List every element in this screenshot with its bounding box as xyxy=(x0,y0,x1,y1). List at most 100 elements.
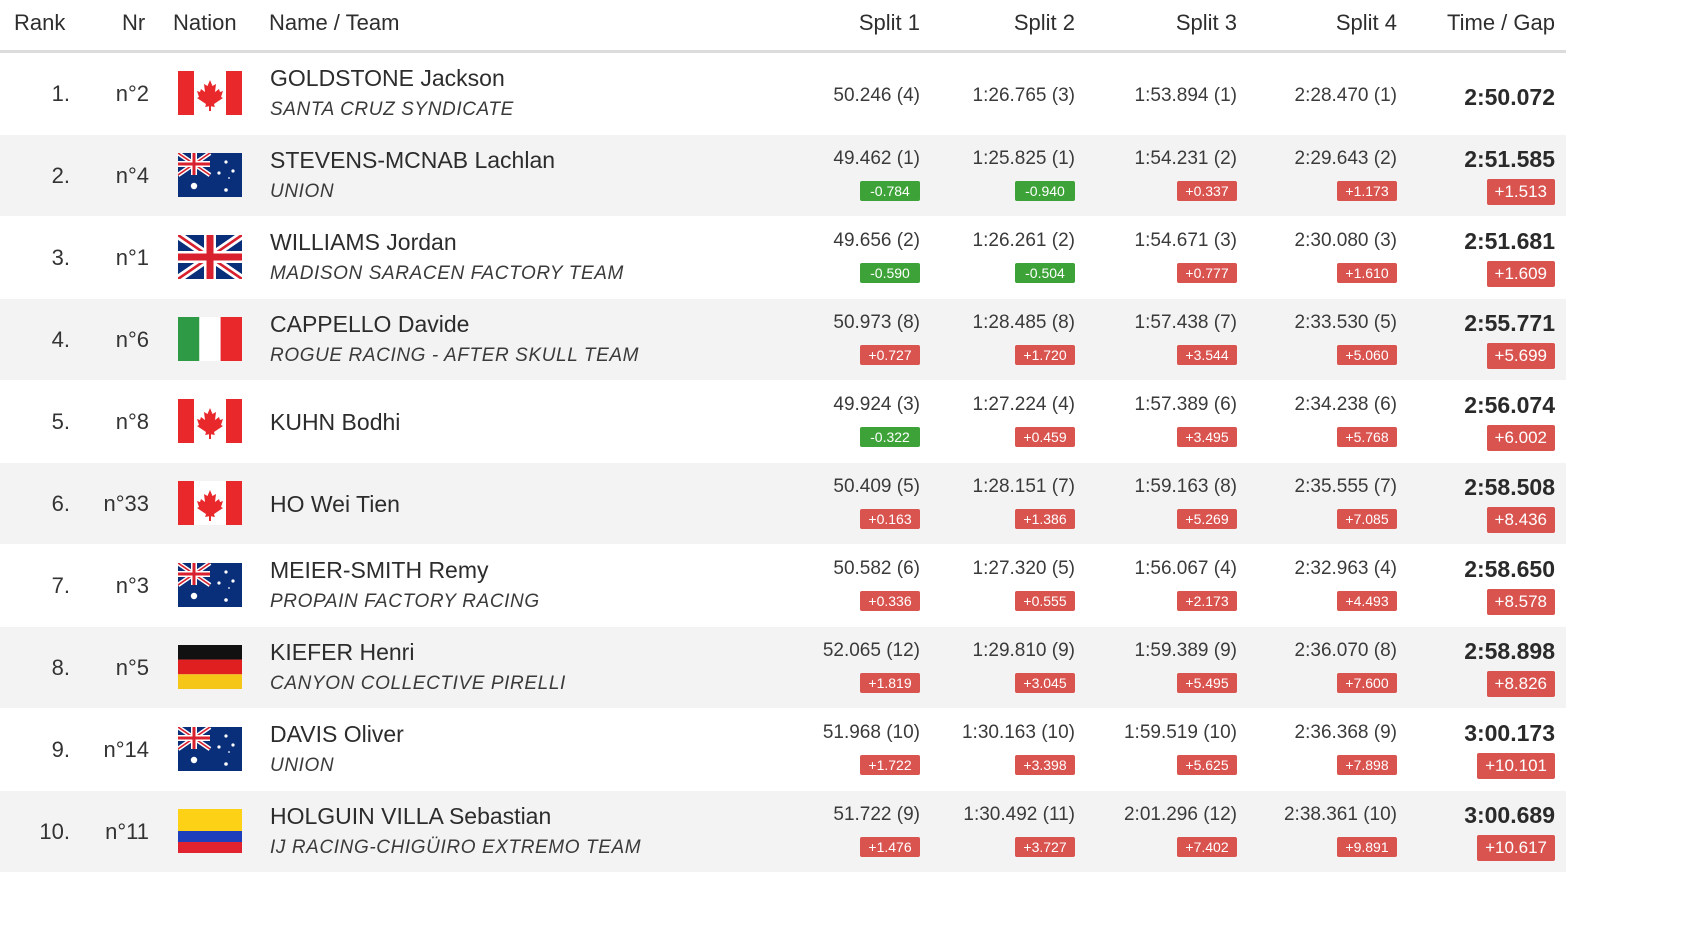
split-4-time: 2:34.238 (6) xyxy=(1294,394,1397,415)
rider-name[interactable]: GOLDSTONE Jackson xyxy=(270,65,505,91)
total-time: 2:55.771 xyxy=(1464,310,1555,336)
team-name: PROPAIN FACTORY RACING xyxy=(270,591,540,612)
header-time-gap[interactable]: Time / Gap xyxy=(1447,10,1555,35)
australia-flag-icon xyxy=(178,563,242,607)
australia-flag-icon xyxy=(178,153,242,197)
rider-name[interactable]: HOLGUIN VILLA Sebastian xyxy=(270,803,552,829)
rider-name[interactable]: KUHN Bodhi xyxy=(270,409,401,435)
split-2-time: 1:28.151 (7) xyxy=(972,476,1075,497)
team-name: UNION xyxy=(270,181,335,202)
header-split-4[interactable]: Split 4 xyxy=(1335,10,1397,35)
total-gap-badge: +1.609 xyxy=(1486,261,1555,287)
table-row[interactable]: 2. n°4 STEVENS-MCNAB Lachlan UNION 49.462 (1… xyxy=(0,135,1566,217)
split-3-time: 1:57.438 (7) xyxy=(1134,312,1237,333)
table-row[interactable]: 8. n°5 KIEFER Henri CANYON COLLECTIVE PIREL… xyxy=(0,627,1566,709)
header-name-team[interactable]: Name / Team xyxy=(269,10,400,35)
split-3: 1:54.671 (3) +0.777 xyxy=(1037,230,1237,283)
split-4-gap-badge: +5.768 xyxy=(1337,427,1397,447)
rider-name[interactable]: HO Wei Tien xyxy=(270,491,400,517)
total-time: 2:56.074 xyxy=(1464,392,1555,418)
split-1-time: 49.924 (3) xyxy=(833,394,920,415)
split-4-time: 2:38.361 (10) xyxy=(1283,804,1397,825)
split-4-time: 2:32.963 (4) xyxy=(1294,558,1397,579)
rank: 5. xyxy=(51,409,70,434)
split-2: 1:26.765 (3) xyxy=(875,66,1075,107)
bib-number: n°14 xyxy=(103,737,149,762)
split-3: 1:54.231 (2) +0.337 xyxy=(1037,148,1237,201)
final-time: 2:56.074 +6.002 xyxy=(1355,392,1555,451)
split-2-gap-badge: +3.398 xyxy=(1015,755,1075,775)
split-1-gap-badge: +1.476 xyxy=(860,837,920,857)
rank: 3. xyxy=(51,245,70,270)
header-nation[interactable]: Nation xyxy=(173,10,237,35)
table-row[interactable]: 3. n°1 WILLIAMS Jordan MADISON SARACEN FACT… xyxy=(0,217,1566,299)
split-1: 49.924 (3) -0.322 xyxy=(720,394,920,447)
table-row[interactable]: 7. n°3 MEIER-SMITH Remy PROPAIN FACTORY RAC… xyxy=(0,545,1566,627)
header-rank[interactable]: Rank xyxy=(14,10,66,35)
split-2-gap-badge: +0.555 xyxy=(1015,591,1075,611)
split-2-time: 1:27.320 (5) xyxy=(972,558,1075,579)
total-gap-badge: +6.002 xyxy=(1486,425,1555,451)
rank: 4. xyxy=(51,327,70,352)
split-4-time: 2:30.080 (3) xyxy=(1294,230,1397,251)
italy-flag-icon xyxy=(178,317,242,361)
split-1-time: 52.065 (12) xyxy=(822,640,920,661)
split-2-time: 1:28.485 (8) xyxy=(972,312,1075,333)
split-3: 1:53.894 (1) xyxy=(1037,66,1237,107)
rider-name[interactable]: MEIER-SMITH Remy xyxy=(270,557,489,583)
header-split-3[interactable]: Split 3 xyxy=(1175,10,1237,35)
split-3: 1:59.389 (9) +5.495 xyxy=(1037,640,1237,693)
rider-name[interactable]: KIEFER Henri xyxy=(270,639,415,665)
header-split-2[interactable]: Split 2 xyxy=(1013,10,1075,35)
split-4-gap-badge: +1.173 xyxy=(1337,181,1397,201)
rank: 6. xyxy=(51,491,70,516)
split-3: 1:59.519 (10) +5.625 xyxy=(1037,722,1237,775)
team-name: UNION xyxy=(270,755,335,776)
bib-number: n°33 xyxy=(103,491,149,516)
split-4: 2:30.080 (3) +1.610 xyxy=(1197,230,1397,283)
table-row[interactable]: 10. n°11 HOLGUIN VILLA Sebastian IJ RACING-… xyxy=(0,791,1566,873)
split-3: 1:56.067 (4) +2.173 xyxy=(1037,558,1237,611)
team-name: IJ RACING-CHIGÜIRO EXTREMO TEAM xyxy=(270,837,642,858)
total-gap-badge: +8.578 xyxy=(1486,589,1555,615)
table-row[interactable]: 9. n°14 DAVIS Oliver UNION 51.968 (10) +1.722… xyxy=(0,709,1566,791)
split-4-gap-badge: +4.493 xyxy=(1337,591,1397,611)
table-row[interactable]: 1. n°2 GOLDSTONE Jackson SANTA CRUZ SYNDICA… xyxy=(0,53,1566,135)
split-1: 49.462 (1) -0.784 xyxy=(720,148,920,201)
final-time: 2:50.072 xyxy=(1355,64,1555,110)
split-2-gap-badge: -0.504 xyxy=(1015,263,1075,283)
split-1-gap-badge: -0.322 xyxy=(860,427,920,447)
header-split-1[interactable]: Split 1 xyxy=(858,10,920,35)
rider-name[interactable]: CAPPELLO Davide xyxy=(270,311,470,337)
header-nr[interactable]: Nr xyxy=(122,10,146,35)
split-2-gap-badge: -0.940 xyxy=(1015,181,1075,201)
split-2-gap-badge: +0.459 xyxy=(1015,427,1075,447)
rider-name[interactable]: STEVENS-MCNAB Lachlan xyxy=(270,147,556,173)
split-4: 2:34.238 (6) +5.768 xyxy=(1197,394,1397,447)
total-time: 3:00.689 xyxy=(1464,802,1555,828)
table-row[interactable]: 5. n°8 KUHN Bodhi 49.924 (3) -0.322 1:27.224 … xyxy=(0,381,1566,463)
split-3-time: 1:59.519 (10) xyxy=(1123,722,1237,743)
team-name: ROGUE RACING - AFTER SKULL TEAM xyxy=(270,345,640,366)
table-row[interactable]: 4. n°6 CAPPELLO Davide ROGUE RACING - AFTER… xyxy=(0,299,1566,381)
total-gap-badge: +5.699 xyxy=(1486,343,1555,369)
split-1: 50.246 (4) xyxy=(720,66,920,107)
split-1-gap-badge: +0.336 xyxy=(860,591,920,611)
total-gap-badge: +10.101 xyxy=(1477,753,1555,779)
rank: 2. xyxy=(51,163,70,188)
split-1-time: 51.722 (9) xyxy=(833,804,920,825)
canada-flag-icon xyxy=(178,71,242,115)
split-2-time: 1:29.810 (9) xyxy=(972,640,1075,661)
split-4-gap-badge: +9.891 xyxy=(1337,837,1397,857)
team-name: CANYON COLLECTIVE PIRELLI xyxy=(270,673,566,694)
rider-name[interactable]: WILLIAMS Jordan xyxy=(270,229,457,255)
germany-flag-icon xyxy=(178,645,242,689)
split-3-gap-badge: +5.625 xyxy=(1177,755,1237,775)
rider-name[interactable]: DAVIS Oliver xyxy=(270,721,404,747)
final-time: 2:51.585 +1.513 xyxy=(1355,146,1555,205)
split-2-gap-badge: +3.727 xyxy=(1015,837,1075,857)
table-row[interactable]: 6. n°33 HO Wei Tien 50.409 (5) +0.163 1:28.15… xyxy=(0,463,1566,545)
split-4: 2:28.470 (1) xyxy=(1197,66,1397,107)
split-3: 1:57.438 (7) +3.544 xyxy=(1037,312,1237,365)
bib-number: n°8 xyxy=(115,409,149,434)
